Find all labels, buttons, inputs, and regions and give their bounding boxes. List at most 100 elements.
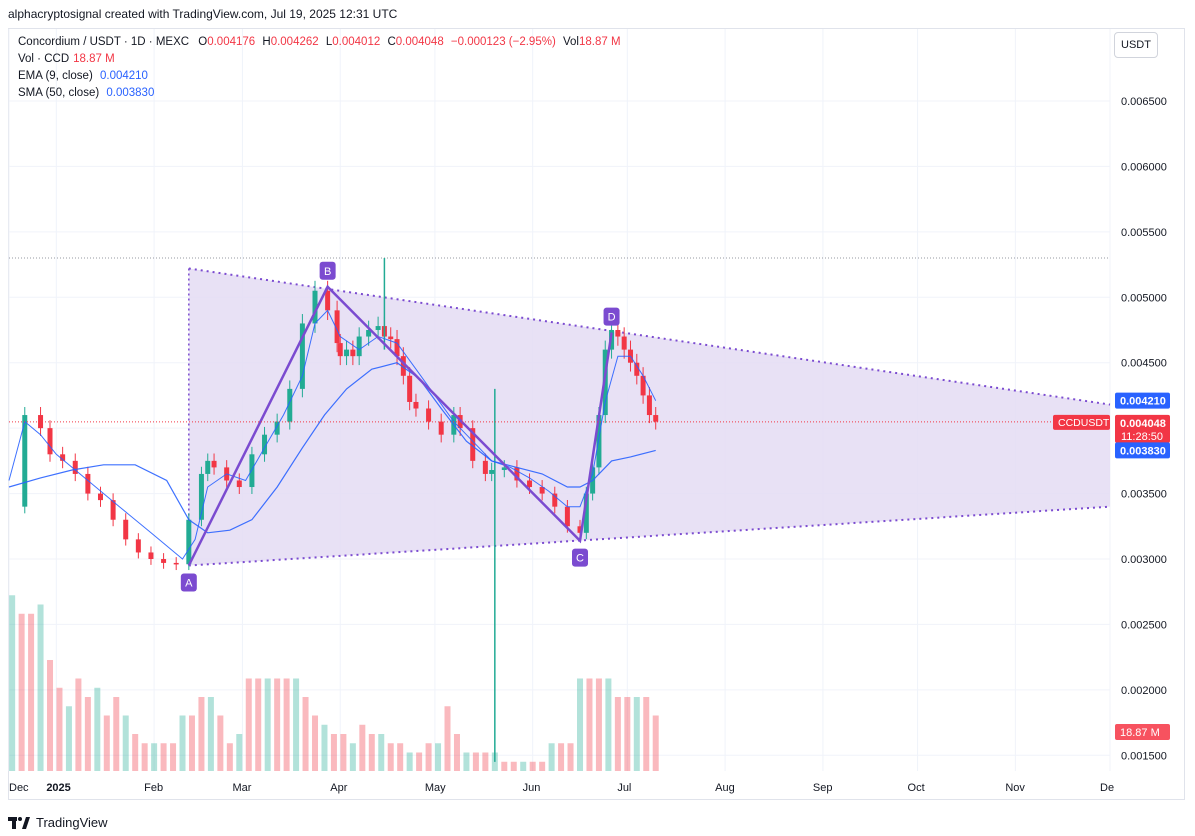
legend-high-label: H	[262, 36, 271, 48]
x-tick-label: De	[1100, 782, 1114, 794]
volume-bar	[378, 734, 385, 771]
x-tick-label: Apr	[330, 782, 347, 794]
legend-sma-value: 0.003830	[106, 87, 155, 99]
candle-body	[161, 559, 167, 563]
candle-body	[47, 428, 53, 455]
volume-bar	[501, 761, 508, 771]
legend-vol-value: 18.87 M	[578, 36, 621, 48]
candle-body	[596, 415, 602, 468]
volume-bar	[340, 734, 347, 771]
candle-body	[583, 493, 589, 533]
y-tick-label: 0.005500	[1121, 227, 1167, 239]
pattern-point-badge[interactable]	[603, 307, 620, 326]
volume-bar	[94, 687, 101, 771]
candle-body	[634, 362, 640, 376]
volume-bar	[349, 743, 356, 771]
volume-bar	[198, 697, 205, 771]
legend-symbol[interactable]: Concordium / USDT · 1D · MEXC	[18, 36, 190, 48]
volume-bar	[28, 613, 35, 771]
candle-body	[356, 336, 362, 357]
volume-bar	[435, 743, 442, 771]
triangle-upper-line[interactable]	[188, 267, 1111, 406]
pattern-point-badge[interactable]	[180, 573, 197, 592]
candle-body	[426, 408, 432, 422]
pattern-point-badge[interactable]	[572, 548, 589, 567]
volume-bar	[605, 678, 612, 771]
volume-bar	[330, 734, 337, 771]
price-badge-value: 0.003830	[1120, 445, 1166, 457]
candle-body	[211, 460, 217, 468]
candle-body	[299, 323, 305, 389]
volume-bar	[586, 678, 593, 771]
ticker-badge-label: CCDUSDT	[1058, 417, 1110, 429]
volume-bar	[510, 761, 517, 771]
y-tick-label: 0.006500	[1121, 96, 1167, 108]
volume-bar	[255, 678, 262, 771]
volume-bar	[236, 734, 243, 771]
volume-bar	[84, 697, 91, 771]
candle-body	[400, 356, 406, 376]
candle-body	[646, 395, 652, 416]
sma-line[interactable]	[8, 362, 656, 534]
volume-bar	[207, 697, 214, 771]
candle-body	[325, 290, 331, 311]
legend-ema-label: EMA (9, close)	[18, 70, 93, 82]
candle-body	[249, 454, 255, 488]
legend-volume-label: Vol · CCD	[18, 53, 70, 65]
y-tick-label: 0.001500	[1121, 750, 1167, 762]
pattern-point-badge[interactable]	[319, 261, 336, 280]
volume-bar	[160, 743, 167, 771]
x-tick-label: Nov	[1005, 782, 1025, 794]
volume-bar	[312, 715, 319, 771]
footer-branding[interactable]: TradingView	[8, 815, 108, 830]
price-badge-countdown: 11:28:50	[1121, 431, 1163, 443]
volume-bar	[463, 752, 470, 771]
legend-close-value: 0.004048	[395, 36, 444, 48]
volume-bar	[633, 697, 640, 771]
candle-body	[135, 539, 141, 553]
candle-body	[438, 421, 444, 435]
volume-bar	[406, 752, 413, 771]
candle-body	[527, 480, 533, 488]
legend-ema-row[interactable]: EMA (9, close) 0.004210	[18, 68, 621, 85]
volume-bar	[151, 743, 158, 771]
candle-body	[653, 415, 659, 422]
candle-body	[85, 473, 91, 494]
x-tick-label: Oct	[908, 782, 925, 794]
currency-selector[interactable]: USDT	[1114, 32, 1158, 58]
ticker-badge[interactable]	[1053, 414, 1110, 430]
legend-sma-row[interactable]: SMA (50, close) 0.003830	[18, 85, 621, 102]
candle-body	[236, 480, 242, 488]
volume-bar	[359, 724, 366, 771]
ema-line[interactable]	[8, 309, 657, 560]
candle-body	[38, 415, 44, 429]
volume-bar	[520, 761, 527, 771]
y-tick-label: 0.002500	[1121, 619, 1167, 631]
x-tick-label: May	[425, 782, 446, 794]
y-tick-label: 0.003000	[1121, 554, 1167, 566]
x-tick-label: Aug	[715, 782, 735, 794]
attribution-bar: alphacryptosignal created with TradingVi…	[0, 0, 1195, 28]
x-tick-label: Dec	[9, 782, 29, 794]
x-tick-label: Mar	[232, 782, 251, 794]
legend-open-label: O	[198, 36, 208, 48]
legend-low-label: L	[325, 36, 333, 48]
volume-bar	[558, 743, 565, 771]
candle-body	[489, 470, 495, 474]
candle-body	[97, 493, 103, 501]
legend-volume-row[interactable]: Vol · CCD 18.87 M	[18, 51, 621, 68]
volume-bar	[274, 678, 281, 771]
volume-bar	[577, 678, 584, 771]
volume-badge-value: 18.87 M	[1120, 727, 1160, 739]
triangle-lower-line[interactable]	[188, 505, 1111, 567]
volume-bar	[302, 697, 309, 771]
volume-bar	[321, 724, 328, 771]
y-tick-label: 0.006000	[1121, 161, 1167, 173]
candle-body	[366, 329, 372, 337]
abcd-pattern-line[interactable]	[187, 284, 613, 567]
candle-body	[539, 487, 545, 494]
attribution-text: alphacryptosignal created with TradingVi…	[8, 7, 398, 21]
volume-bar	[482, 752, 489, 771]
volume-bar	[293, 678, 300, 771]
